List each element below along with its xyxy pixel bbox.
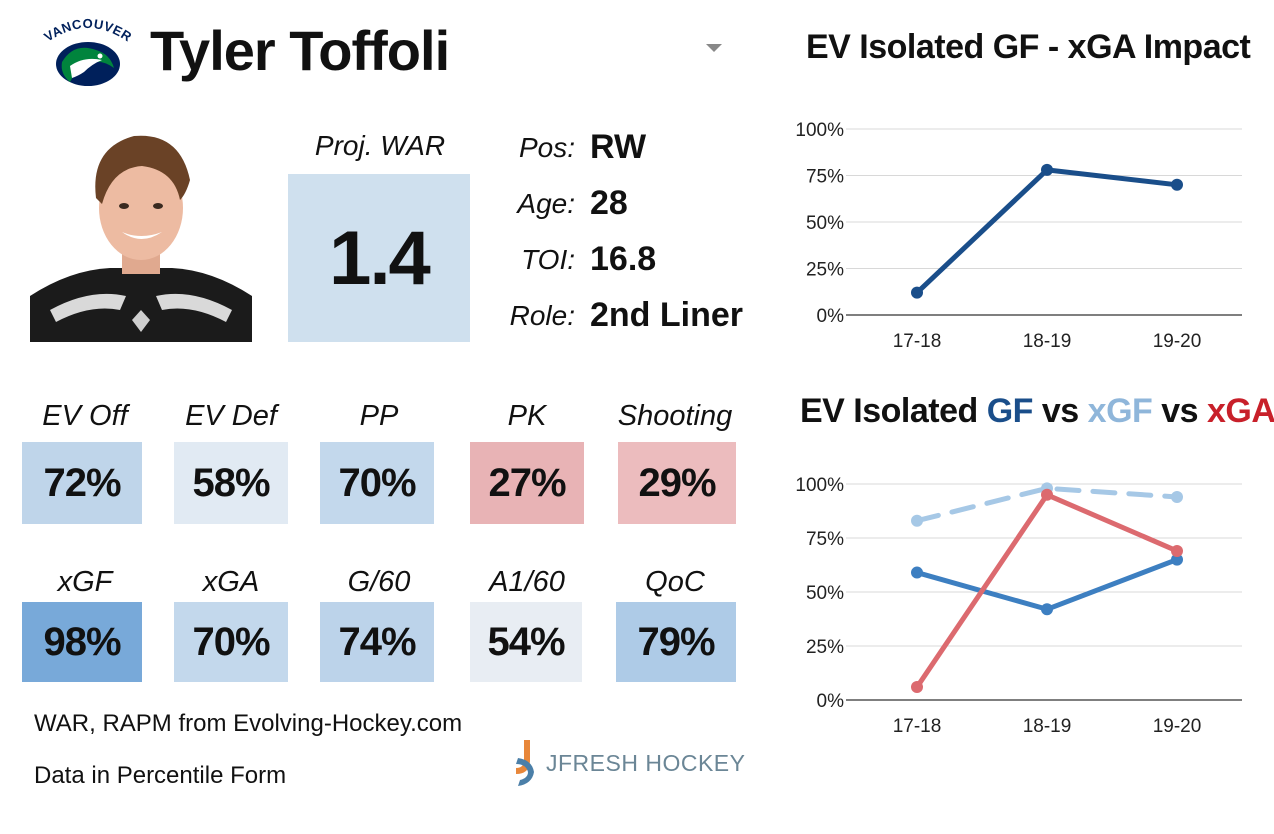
age-value: 28 [590,184,628,222]
chart2-gf-point [1171,553,1183,566]
stat-box-xga: 70% [174,602,288,682]
brand-text: JFRESH HOCKEY [546,749,746,776]
chart1-series-1-line [914,167,1180,296]
chart1-ytick-label: 75% [806,167,844,188]
pos-label: Pos: [518,132,575,163]
chart2-xga-point [1041,488,1053,501]
svg-text:VANCOUVER: VANCOUVER [41,16,134,45]
chart1-title: EV Isolated GF - xGA Impact [806,28,1251,66]
chart2-ytick-label: 100% [795,475,844,496]
stat-label-pp: PP [359,400,399,432]
team-logo: VANCOUVER [40,12,136,92]
chart2-xtick-label: 17-18 [893,716,942,737]
chart1-xtick-label: 18-19 [1023,331,1072,352]
chart2-title-xgf: xGF [1087,392,1153,430]
stat-box-ev-off: 72% [22,442,142,524]
player-select-dropdown[interactable] [706,44,722,52]
stat-box-pk: 27% [470,442,584,524]
chart2-ytick-label: 75% [806,529,844,550]
stat-label-g60: G/60 [347,566,411,598]
chart1-ytick-label: 0% [817,306,845,327]
chart2-xga-line [914,492,1180,690]
chart2-xgf-point [911,514,923,527]
chart2-xgf-point [1171,490,1183,503]
stat-label-pk: PK [507,400,547,432]
player-name: Tyler Toffoli [150,19,450,82]
source-footnote: WAR, RAPM from Evolving-Hockey.com [34,710,463,737]
brand-icon [516,740,534,786]
stat-box-ev-def: 58% [174,442,288,524]
stat-label-shooting: Shooting [617,400,733,432]
chart2-svg: 0% 25% 50% 75% 100% 17-18 18-19 19-20 [795,475,1242,737]
pos-value: RW [590,128,647,166]
percentile-footnote: Data in Percentile Form [34,762,287,789]
chart1-series-1-point [1041,163,1053,176]
chart2-ytick-label: 25% [806,637,844,658]
chart1-series-1-point [911,286,923,299]
stat-box-qoc: 79% [616,602,736,682]
stat-label-ev-off: EV Off [42,400,128,432]
war-label: Proj. WAR [314,130,446,161]
chart2-xtick-label: 19-20 [1153,716,1202,737]
chart2-title-gf: GF [986,392,1034,430]
chart1-series-1-point [1171,178,1183,191]
chart2-ytick-label: 50% [806,583,844,604]
stat-box-g60: 74% [320,602,434,682]
chart2-title-part-3: vs [1032,392,1088,430]
stat-label-qoc: QoC [645,566,705,598]
chart2-xga-point [911,681,923,694]
stat-box-pp: 70% [320,442,434,524]
logo-text: VANCOUVER [41,16,134,45]
stat-label-xga: xGA [202,566,260,598]
chart1-ytick-label: 100% [795,120,844,141]
chart1-xtick-label: 19-20 [1153,331,1202,352]
stat-label-a160: A1/60 [489,566,565,598]
chart2-gf-line [914,557,1180,612]
role-value: 2nd Liner [590,296,744,334]
stat-label-ev-def: EV Def [185,400,277,432]
chart1-xtick-label: 17-18 [893,331,942,352]
chart2-xgf-line [914,485,1180,524]
chart2-title: EV Isolated GF vs xGF vs xGA [800,392,1274,431]
chart2-title-part-5: vs [1152,392,1208,430]
role-label: Role: [509,300,575,331]
chart2-xga-point [1171,544,1183,557]
toi-value: 16.8 [590,240,657,278]
stat-box-xgf: 98% [22,602,142,682]
chart2-gf-point [1041,603,1053,616]
chart1-ytick-label: 50% [806,213,844,234]
stat-box-shooting: 29% [618,442,736,524]
brand-logo: JFRESH HOCKEY [510,738,745,788]
stat-box-a160: 54% [470,602,582,682]
chart2-title-part-1: EV Isolated [800,392,987,430]
age-label: Age: [517,188,575,219]
stat-label-xgf: xGF [57,566,113,598]
chart2-ytick-label: 0% [817,691,845,712]
toi-label: TOI: [521,244,575,275]
chart1-ytick-label: 25% [806,260,844,281]
player-photo [30,120,252,342]
chart2-gf-point [911,566,923,579]
chart1-svg: 0% 25% 50% 75% 100% 17-18 18-19 19-20 [795,120,1242,352]
chart2-xtick-label: 18-19 [1023,716,1072,737]
war-value-box: 1.4 [288,174,470,342]
chart2-title-xga: xGA [1207,392,1274,430]
